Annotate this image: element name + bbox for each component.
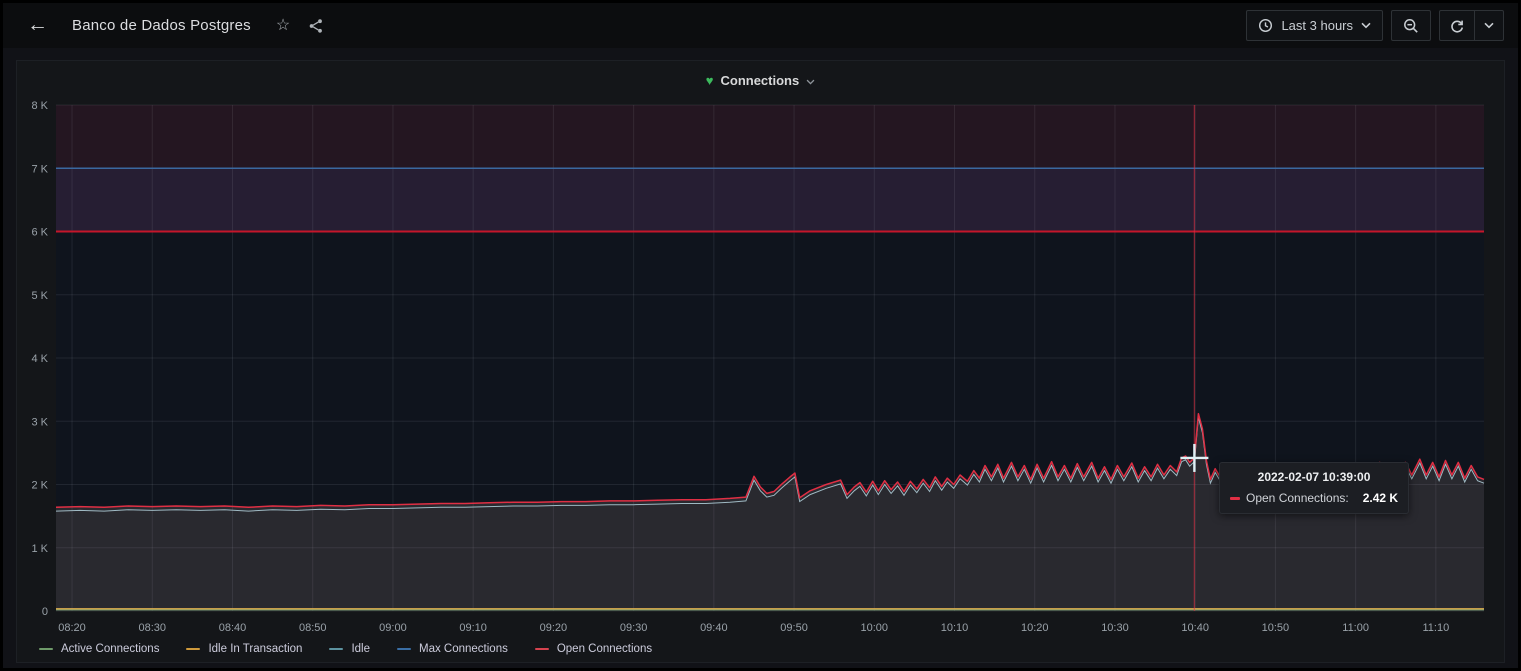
legend-item-idle-in-transaction[interactable]: Idle In Transaction: [186, 643, 302, 655]
series-color-dash: [534, 648, 549, 650]
series-color-dash: [186, 648, 201, 650]
hover-tooltip: 2022-02-07 10:39:00 Open Connections: 2.…: [1219, 462, 1410, 514]
x-axis-tick-label: 09:10: [459, 622, 487, 634]
zoom-out-icon: [1404, 18, 1418, 33]
time-range-picker[interactable]: Last 3 hours: [1246, 10, 1383, 41]
star-icon[interactable]: ☆: [275, 16, 291, 34]
x-axis-tick-label: 10:50: [1262, 622, 1290, 634]
plot-background: [56, 105, 1484, 611]
share-icon[interactable]: [308, 18, 324, 34]
open-connections-fill: [56, 413, 1484, 611]
y-axis-tick-label: 3 K: [31, 416, 48, 428]
zoom-out-button[interactable]: [1391, 10, 1431, 41]
panel-menu-chevron-icon[interactable]: [806, 72, 815, 90]
x-axis-tick-label: 10:40: [1181, 622, 1209, 634]
x-axis-tick-label: 09:20: [540, 622, 568, 634]
series-color-dash: [396, 648, 411, 650]
chevron-down-icon: [1484, 22, 1494, 29]
y-axis-tick-label: 7 K: [31, 163, 48, 175]
back-button[interactable]: ←: [27, 13, 48, 36]
x-axis-tick-label: 08:50: [299, 622, 327, 634]
x-axis-tick-label: 10:30: [1101, 622, 1129, 634]
panel-header[interactable]: ♥ Connections: [17, 70, 1504, 90]
refresh-icon: [1451, 20, 1464, 33]
x-axis-tick-label: 09:00: [379, 622, 407, 634]
x-axis-tick-label: 10:20: [1021, 622, 1049, 634]
x-axis-tick-label: 11:00: [1342, 622, 1369, 634]
series-color-dash: [329, 648, 344, 650]
time-range-label: Last 3 hours: [1281, 18, 1353, 33]
series-color-dash: [39, 648, 53, 650]
legend-item-max-connections[interactable]: Max Connections: [396, 643, 508, 655]
tooltip-series-value: 2.42 K: [1362, 491, 1399, 505]
clock-icon: [1259, 18, 1273, 33]
legend-item-open-connections[interactable]: Open Connections: [534, 643, 652, 655]
x-axis-tick-label: 08:40: [219, 622, 247, 634]
time-series-chart[interactable]: 08:20 08:30 08:40 08:50 09:00 09:10 09:20 09:30…: [17, 61, 1506, 664]
refresh-split-button: [1439, 10, 1504, 41]
x-axis-tick-label: 11:10: [1423, 622, 1450, 634]
legend-item-active-connections[interactable]: Active Connections: [39, 643, 159, 655]
top-bar: ← Banco de Dados Postgres ☆ Last 3 hours: [3, 3, 1518, 48]
tooltip-series-dash: [1230, 496, 1240, 500]
y-axis-tick-label: 5 K: [31, 290, 48, 302]
refresh-interval-dropdown[interactable]: [1474, 11, 1503, 40]
x-axis-tick-label: 08:20: [58, 622, 86, 634]
y-axis-tick-label: 2 K: [31, 480, 48, 492]
y-axis-tick-label: 1 K: [31, 543, 48, 555]
alert-health-icon: ♥: [705, 72, 714, 88]
y-axis-tick-label: 8 K: [31, 100, 48, 112]
legend-item-idle[interactable]: Idle: [329, 643, 370, 655]
chart-legend: Active Connections Idle In Transaction I…: [39, 643, 652, 655]
x-axis-tick-label: 08:30: [139, 622, 167, 634]
connections-panel: ♥ Connections 08:20 08:30 08:40 08:50 09:00 0…: [16, 60, 1505, 663]
chevron-down-icon: [1361, 22, 1371, 29]
panel-title: Connections: [720, 72, 800, 88]
x-axis-tick-label: 09:50: [780, 622, 808, 634]
tooltip-series-label: Open Connections:: [1246, 491, 1349, 505]
y-axis-tick-label: 6 K: [31, 227, 48, 239]
y-axis-tick-label: 0: [42, 606, 48, 618]
tooltip-series-row: Open Connections: 2.42 K: [1230, 491, 1398, 505]
x-axis-tick-label: 10:10: [941, 622, 969, 634]
refresh-button[interactable]: [1440, 11, 1474, 40]
x-axis-tick-label: 09:40: [700, 622, 728, 634]
max-band-fill: [56, 168, 1484, 232]
dashboard-canvas: ♥ Connections 08:20 08:30 08:40 08:50 09:00 0…: [3, 48, 1518, 668]
dashboard-title: Banco de Dados Postgres: [72, 17, 251, 34]
panel-toolbar: Last 3 hours: [1246, 10, 1504, 41]
x-axis-tick-label: 10:00: [861, 622, 889, 634]
y-axis-tick-label: 4 K: [31, 353, 48, 365]
tooltip-timestamp: 2022-02-07 10:39:00: [1257, 470, 1371, 484]
x-axis-tick-label: 09:30: [620, 622, 648, 634]
